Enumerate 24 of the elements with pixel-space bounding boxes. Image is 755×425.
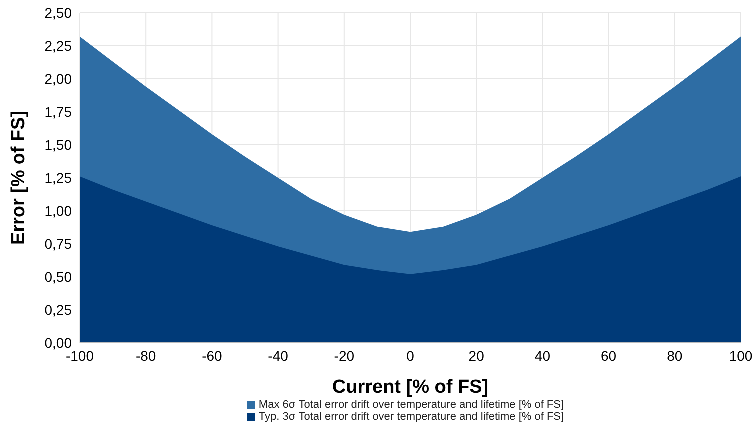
y-tick-label: 0,25 (44, 302, 72, 318)
y-tick-label: 1,25 (44, 170, 72, 186)
x-tick-label: 0 (406, 348, 415, 364)
y-axis-title: Error [% of FS] (8, 110, 30, 246)
x-tick-label: 20 (468, 348, 485, 364)
x-tick-label: -80 (136, 348, 156, 364)
x-tick-label: 40 (534, 348, 551, 364)
y-tick-label: 2,00 (44, 70, 72, 87)
x-tick-label: 80 (667, 348, 683, 364)
y-tick-label: 0,50 (44, 268, 72, 285)
legend-label: Max 6σ Total error drift over temperature and lifetime [% of FS] (258, 399, 564, 411)
y-tick-label: 1,50 (44, 136, 72, 153)
y-tick-label: 1,75 (44, 104, 72, 120)
y-tick-label: 0,75 (44, 236, 72, 252)
x-tick-label: 100 (729, 348, 753, 364)
x-tick-label: -40 (268, 348, 289, 364)
y-tick-label: 2,50 (44, 4, 72, 21)
legend-label: Typ. 3σ Total error drift over temperature and lifetime [% of FS] (258, 411, 564, 423)
y-tick-label: 2,25 (44, 38, 72, 54)
x-tick-label: -20 (334, 348, 355, 364)
x-tick-label: 60 (601, 348, 617, 364)
y-tick-label: 1,00 (44, 202, 72, 219)
x-tick-label: -60 (202, 348, 223, 364)
x-axis-title: Current [% of FS] (332, 377, 489, 398)
